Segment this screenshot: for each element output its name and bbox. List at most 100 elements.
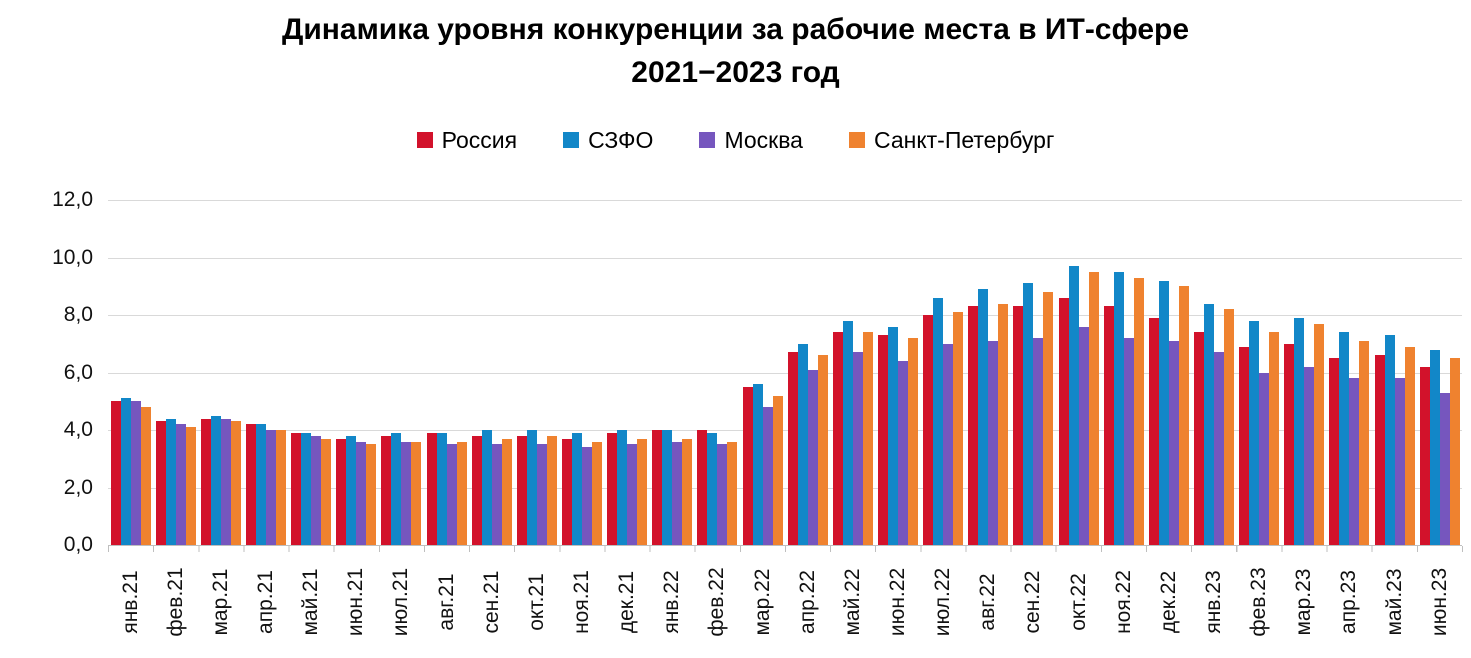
legend-item-3: Санкт-Петербург: [848, 126, 1055, 153]
bar-group: [243, 200, 288, 545]
chart-title-line2: 2021−2023 год: [631, 56, 840, 89]
bar: [1113, 271, 1124, 545]
x-axis-labels: янв.21 фев.21 мар.21 апр.21 май.21 июн.21 июл.…: [108, 554, 1462, 654]
legend-label: СЗФО: [588, 126, 654, 153]
bar: [1148, 317, 1159, 545]
bar: [697, 430, 708, 545]
bar: [742, 386, 753, 545]
bar: [200, 418, 211, 545]
bar-group: [1282, 200, 1327, 545]
gridline: [108, 257, 1462, 259]
bar: [130, 401, 141, 545]
x-tick-label: фев.22: [705, 567, 729, 637]
bar: [1193, 332, 1204, 545]
bar: [637, 438, 648, 545]
bar: [356, 441, 367, 545]
bar: [140, 407, 151, 545]
bar: [1249, 320, 1260, 545]
bar: [321, 438, 332, 545]
bar: [988, 340, 999, 545]
bar: [346, 435, 357, 545]
bar: [1304, 366, 1315, 545]
x-tick-label: авг.22: [976, 573, 1000, 631]
bar: [1239, 346, 1250, 545]
bar: [491, 444, 502, 545]
bar: [265, 430, 276, 545]
bar-group: [379, 200, 424, 545]
bar: [411, 441, 422, 545]
x-tick-label: окт.21: [524, 573, 548, 631]
y-axis-labels: 0,0 2,0 4,0 6,0 8,0 10,0 12,0: [0, 188, 93, 556]
bar: [275, 430, 286, 545]
bar: [401, 441, 412, 545]
bar: [245, 424, 256, 545]
bar: [1394, 378, 1405, 545]
bar: [1088, 271, 1099, 545]
bar: [210, 415, 221, 545]
x-tick-label: окт.22: [1066, 573, 1090, 631]
bar: [175, 424, 186, 545]
gridline: [108, 372, 1462, 374]
bar: [1359, 340, 1370, 545]
bar: [381, 435, 392, 545]
gridline: [108, 200, 1462, 201]
bar: [877, 335, 888, 545]
bar: [707, 432, 718, 545]
bar: [897, 361, 908, 545]
bar: [255, 424, 266, 545]
bar: [581, 447, 592, 545]
bar: [591, 441, 602, 545]
bar: [907, 338, 918, 545]
bar: [762, 407, 773, 545]
x-tick-label: авг.21: [434, 573, 458, 631]
bar: [1058, 297, 1069, 545]
legend-swatch-icon: [848, 132, 865, 148]
bar: [862, 332, 873, 545]
bar: [366, 444, 377, 545]
bar: [1374, 355, 1385, 545]
bar: [1133, 277, 1144, 545]
bar: [1023, 283, 1034, 545]
bar-group: [1146, 200, 1191, 545]
x-tick-label: мар.22: [750, 568, 774, 636]
bar-group: [740, 200, 785, 545]
y-tick-label: 2,0: [63, 475, 93, 499]
bar: [672, 441, 683, 545]
y-tick-label: 8,0: [63, 303, 93, 326]
bar: [1329, 358, 1340, 545]
bar-group: [514, 200, 559, 545]
bar: [832, 332, 843, 545]
y-tick-label: 0,0: [63, 533, 93, 556]
bar: [526, 430, 537, 545]
bar: [978, 289, 989, 545]
bar: [923, 315, 934, 545]
legend-item-2: Москва: [699, 128, 803, 152]
bar: [727, 441, 738, 545]
bar: [546, 435, 557, 545]
legend-item-0: Россия: [416, 128, 517, 152]
bar: [220, 418, 231, 545]
bar: [627, 444, 638, 545]
bar: [436, 432, 447, 545]
bar-group: [1327, 200, 1372, 545]
bar: [301, 432, 312, 545]
bar: [1384, 335, 1395, 545]
bar: [1068, 266, 1079, 545]
bar: [607, 432, 618, 545]
bar-group: [424, 200, 469, 545]
legend-label: Санкт-Петербург: [873, 126, 1055, 153]
legend-item-1: СЗФО: [563, 126, 654, 153]
x-tick-label: янв.22: [660, 570, 684, 634]
bar-group: [966, 200, 1011, 545]
bar: [1339, 332, 1350, 545]
bar: [516, 435, 527, 545]
bar: [998, 303, 1009, 545]
bar: [772, 395, 783, 545]
bar-group: [695, 200, 740, 545]
bar-group: [1237, 200, 1282, 545]
bar: [1013, 306, 1024, 545]
x-tick-label: мар.21: [208, 568, 232, 636]
x-tick-label: май.21: [299, 568, 323, 636]
bar: [1033, 338, 1044, 545]
bar: [752, 384, 763, 545]
